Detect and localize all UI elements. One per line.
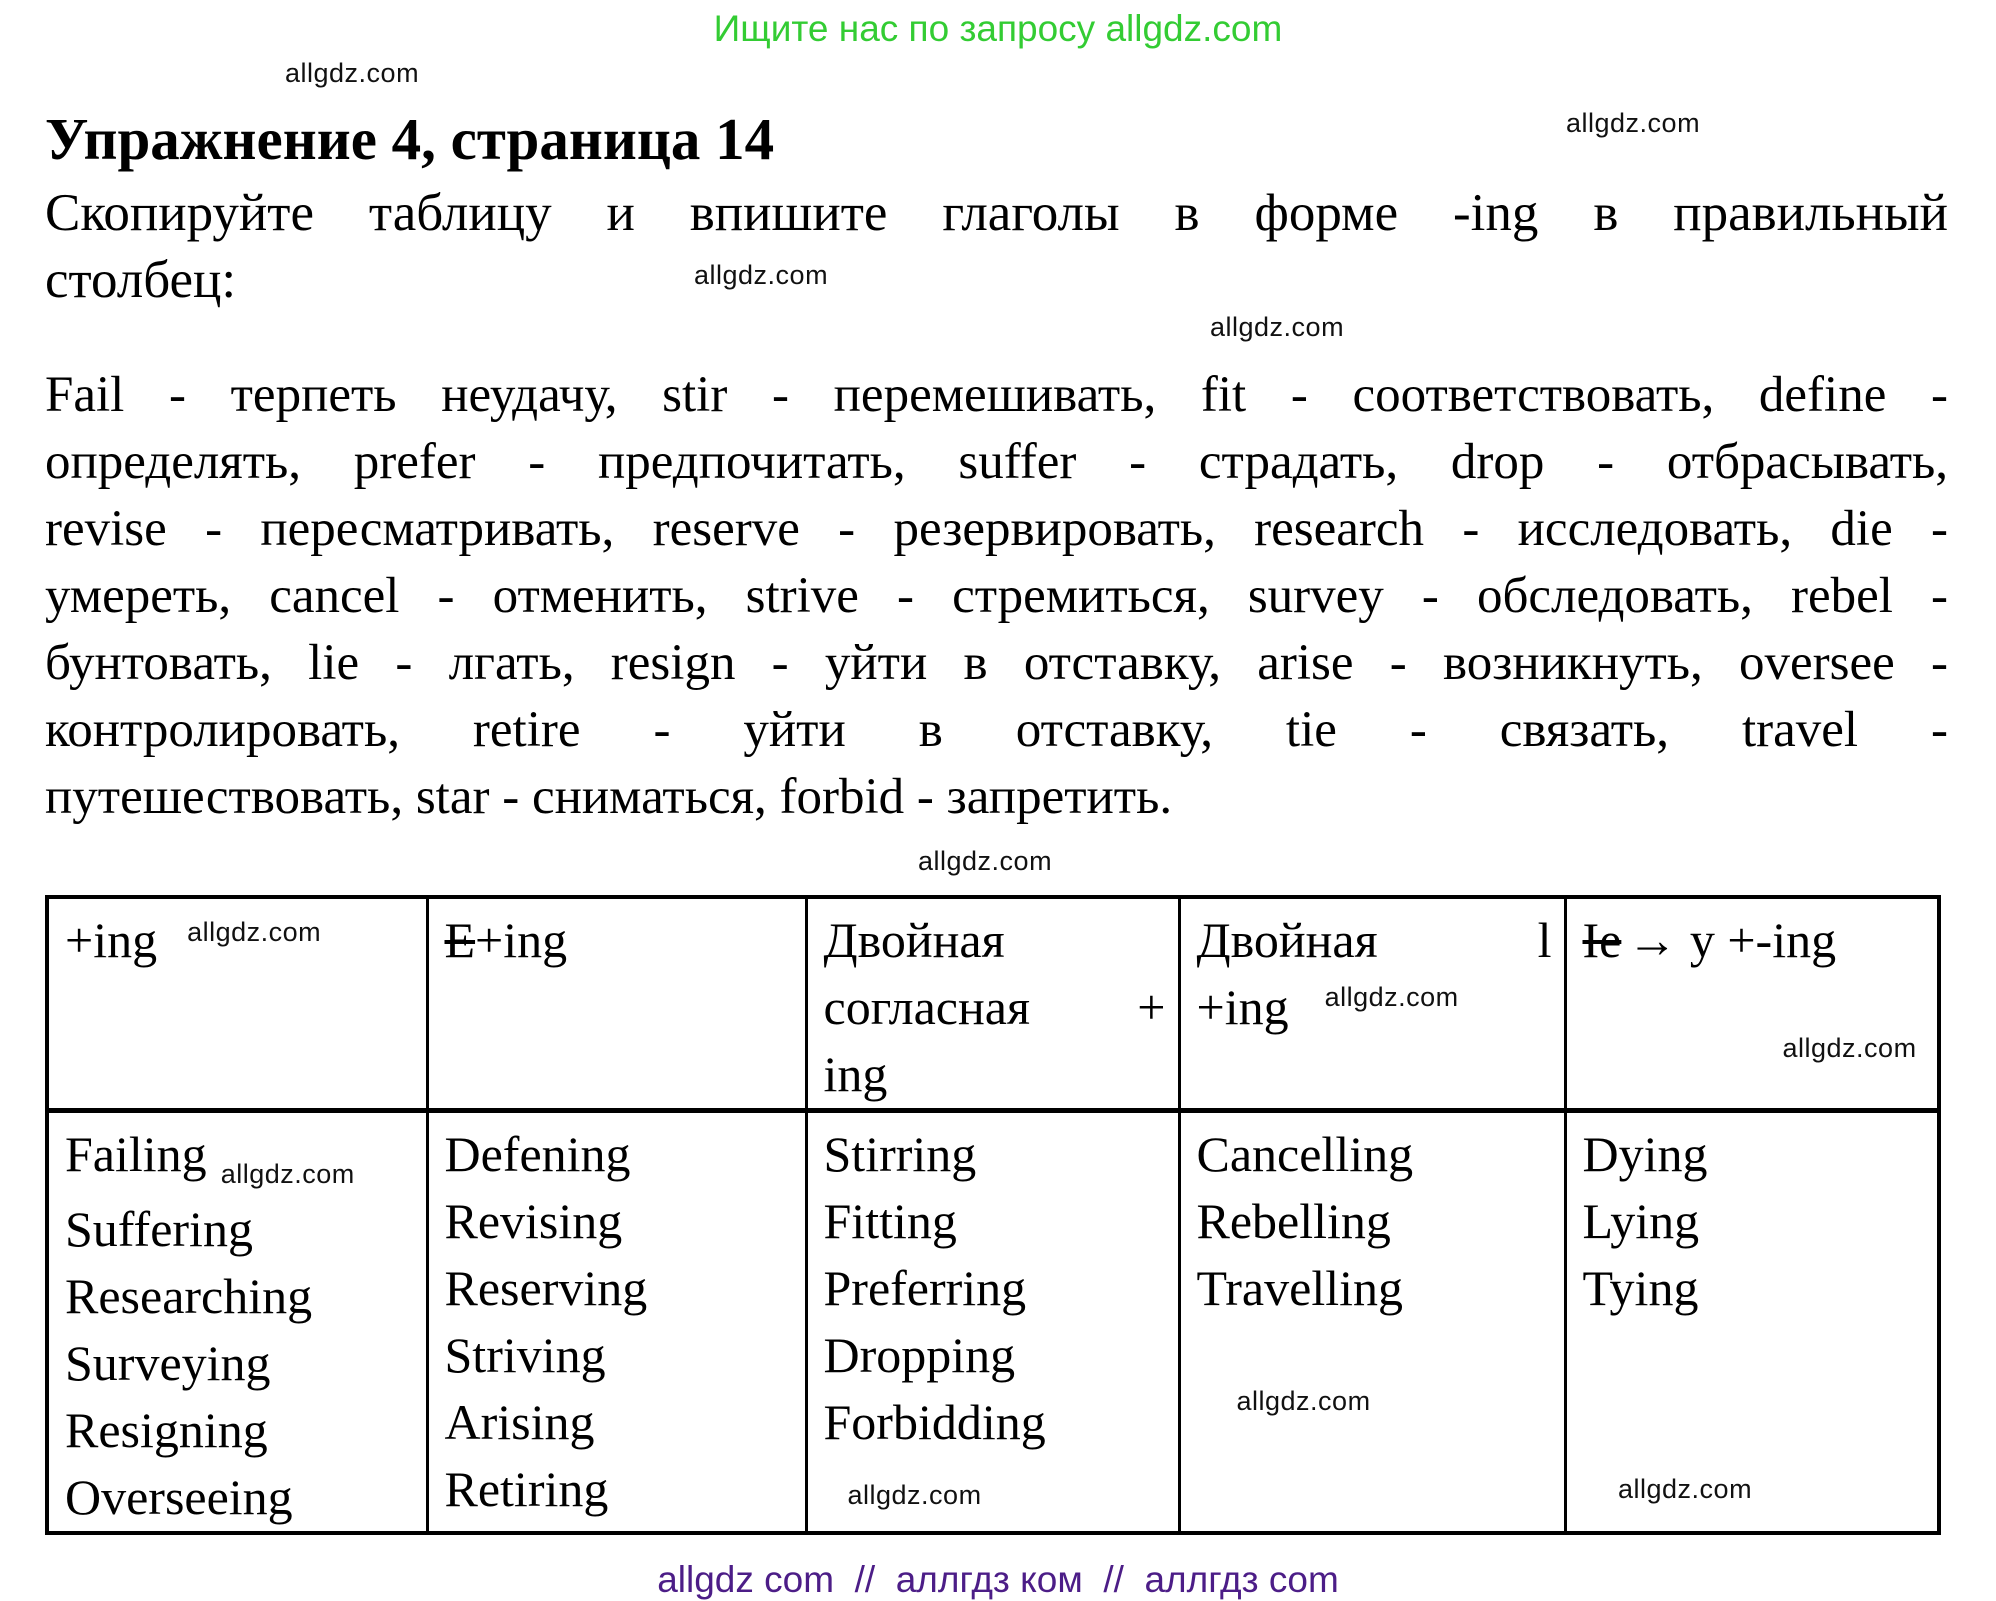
verb-entry: Forbidding	[823, 1394, 1046, 1450]
header-cell-e-plus-ing: E+ing	[425, 895, 808, 1113]
verb-entry: Revising	[444, 1193, 623, 1249]
cell-ie-to-y-verbs: Dying Lying Tying	[1563, 1109, 1941, 1535]
watermark: allgdz.com	[285, 58, 420, 88]
table-header-row: +ing allgdz.com E+ing Двойная согласная +…	[45, 895, 1941, 1113]
header-struck-letters: Ie	[1582, 912, 1622, 968]
header-cell-plus-ing: +ing allgdz.com	[45, 895, 429, 1113]
verb-entry: Failing allgdz.com	[65, 1126, 355, 1189]
verb-entry: Preferring	[823, 1260, 1027, 1316]
header-line: согласная +	[823, 979, 1166, 1035]
verb-entry: Lying	[1582, 1193, 1700, 1249]
watermark: allgdz.com	[694, 260, 829, 290]
verb-entry: Dying	[1582, 1126, 1708, 1182]
cell-e-plus-ing-verbs: Defening Revising Reserving Striving Ari…	[425, 1109, 808, 1535]
header-cell-double-l: Двойная l +ing allgdz.com	[1177, 895, 1567, 1113]
vocabulary-line: бунтовать, lie - лгать, resign - уйти в …	[45, 635, 1948, 691]
verb-entry: Travelling	[1196, 1260, 1404, 1316]
top-banner: Ищите нас по запросу allgdz.com	[713, 8, 1283, 49]
verb-entry: Cancelling	[1196, 1126, 1414, 1182]
watermark: allgdz.com	[1566, 108, 1701, 138]
watermark: allgdz.com	[1236, 1386, 1371, 1416]
header-label: +ing	[475, 912, 568, 968]
verb-entry: Striving	[444, 1327, 606, 1383]
vocabulary-line: revise - пересматривать, reserve - резер…	[45, 501, 1948, 557]
watermark: allgdz.com	[187, 917, 322, 947]
verb-entry: Suffering	[65, 1201, 253, 1257]
header-line: ing	[823, 1046, 888, 1102]
verb-entry: Rebelling	[1196, 1193, 1391, 1249]
header-struck-letter: E	[444, 912, 476, 968]
cell-double-l-verbs: Cancelling Rebelling Travelling allgdz.c…	[1177, 1109, 1567, 1535]
vocabulary-line: путешествовать, star - сниматься, forbid…	[45, 769, 1173, 825]
vocabulary-line: умереть, cancel - отменить, strive - стр…	[45, 568, 1948, 624]
header-line: Двойная	[823, 912, 1005, 968]
verb-entry: Tying	[1582, 1260, 1699, 1316]
vocabulary-line: Fail - терпеть неудачу, stir - перемешив…	[45, 367, 1948, 423]
page-title: Упражнение 4, страница 14	[45, 106, 775, 172]
verb-entry: Stirring	[823, 1126, 977, 1182]
verb-entry: Overseeing	[65, 1469, 293, 1525]
vocabulary-paragraph: Fail - терпеть неудачу, stir - перемешив…	[45, 362, 1948, 831]
vocabulary-line: контролировать, retire - уйти в отставку…	[45, 702, 1948, 758]
verb-entry: Defening	[444, 1126, 631, 1182]
header-line: +ing allgdz.com	[1196, 979, 1459, 1035]
verbs-table: +ing allgdz.com E+ing Двойная согласная +…	[45, 895, 1941, 1535]
instruction-line: Скопируйте таблицу и впишите глаголы в ф…	[45, 184, 1948, 242]
verb-entry: Researching	[65, 1268, 313, 1324]
watermark: allgdz.com	[918, 846, 1053, 876]
verb-entry: Fitting	[823, 1193, 957, 1249]
header-cell-ie-to-y: Ie → y +-ing allgdz.com	[1563, 895, 1941, 1113]
watermark: allgdz.com	[1782, 1033, 1917, 1063]
watermark: allgdz.com	[1324, 982, 1459, 1012]
watermark: allgdz.com	[220, 1159, 355, 1189]
instruction-text: Скопируйте таблицу и впишите глаголы в ф…	[45, 180, 1948, 314]
table-body-row: Failing allgdz.com Suffering Researching …	[45, 1109, 1941, 1535]
header-label: +ing	[65, 912, 158, 968]
header-line: Двойная l	[1196, 912, 1552, 968]
vocabulary-line: определять, prefer - предпочитать, suffe…	[45, 434, 1948, 490]
verb-entry: Resigning	[65, 1402, 268, 1458]
header-cell-double-consonant: Двойная согласная + ing	[804, 895, 1181, 1113]
watermark: allgdz.com	[1618, 1474, 1753, 1504]
verb-entry: Retiring	[444, 1461, 609, 1517]
cell-plus-ing-verbs: Failing allgdz.com Suffering Researching …	[45, 1109, 429, 1535]
header-label: → y +-ing	[1627, 912, 1837, 968]
cell-double-consonant-verbs: Stirring Fitting Preferring Dropping For…	[804, 1109, 1181, 1535]
verb-entry: Dropping	[823, 1327, 1016, 1383]
verb-entry: Reserving	[444, 1260, 648, 1316]
verb-entry: Surveying	[65, 1335, 271, 1391]
footer-note: allgdz com // аллгдз ком // аллгдз com	[657, 1559, 1339, 1600]
watermark: allgdz.com	[1210, 312, 1345, 342]
instruction-line: столбец:	[45, 251, 237, 309]
watermark: allgdz.com	[847, 1480, 982, 1510]
verb-entry: Arising	[444, 1394, 595, 1450]
